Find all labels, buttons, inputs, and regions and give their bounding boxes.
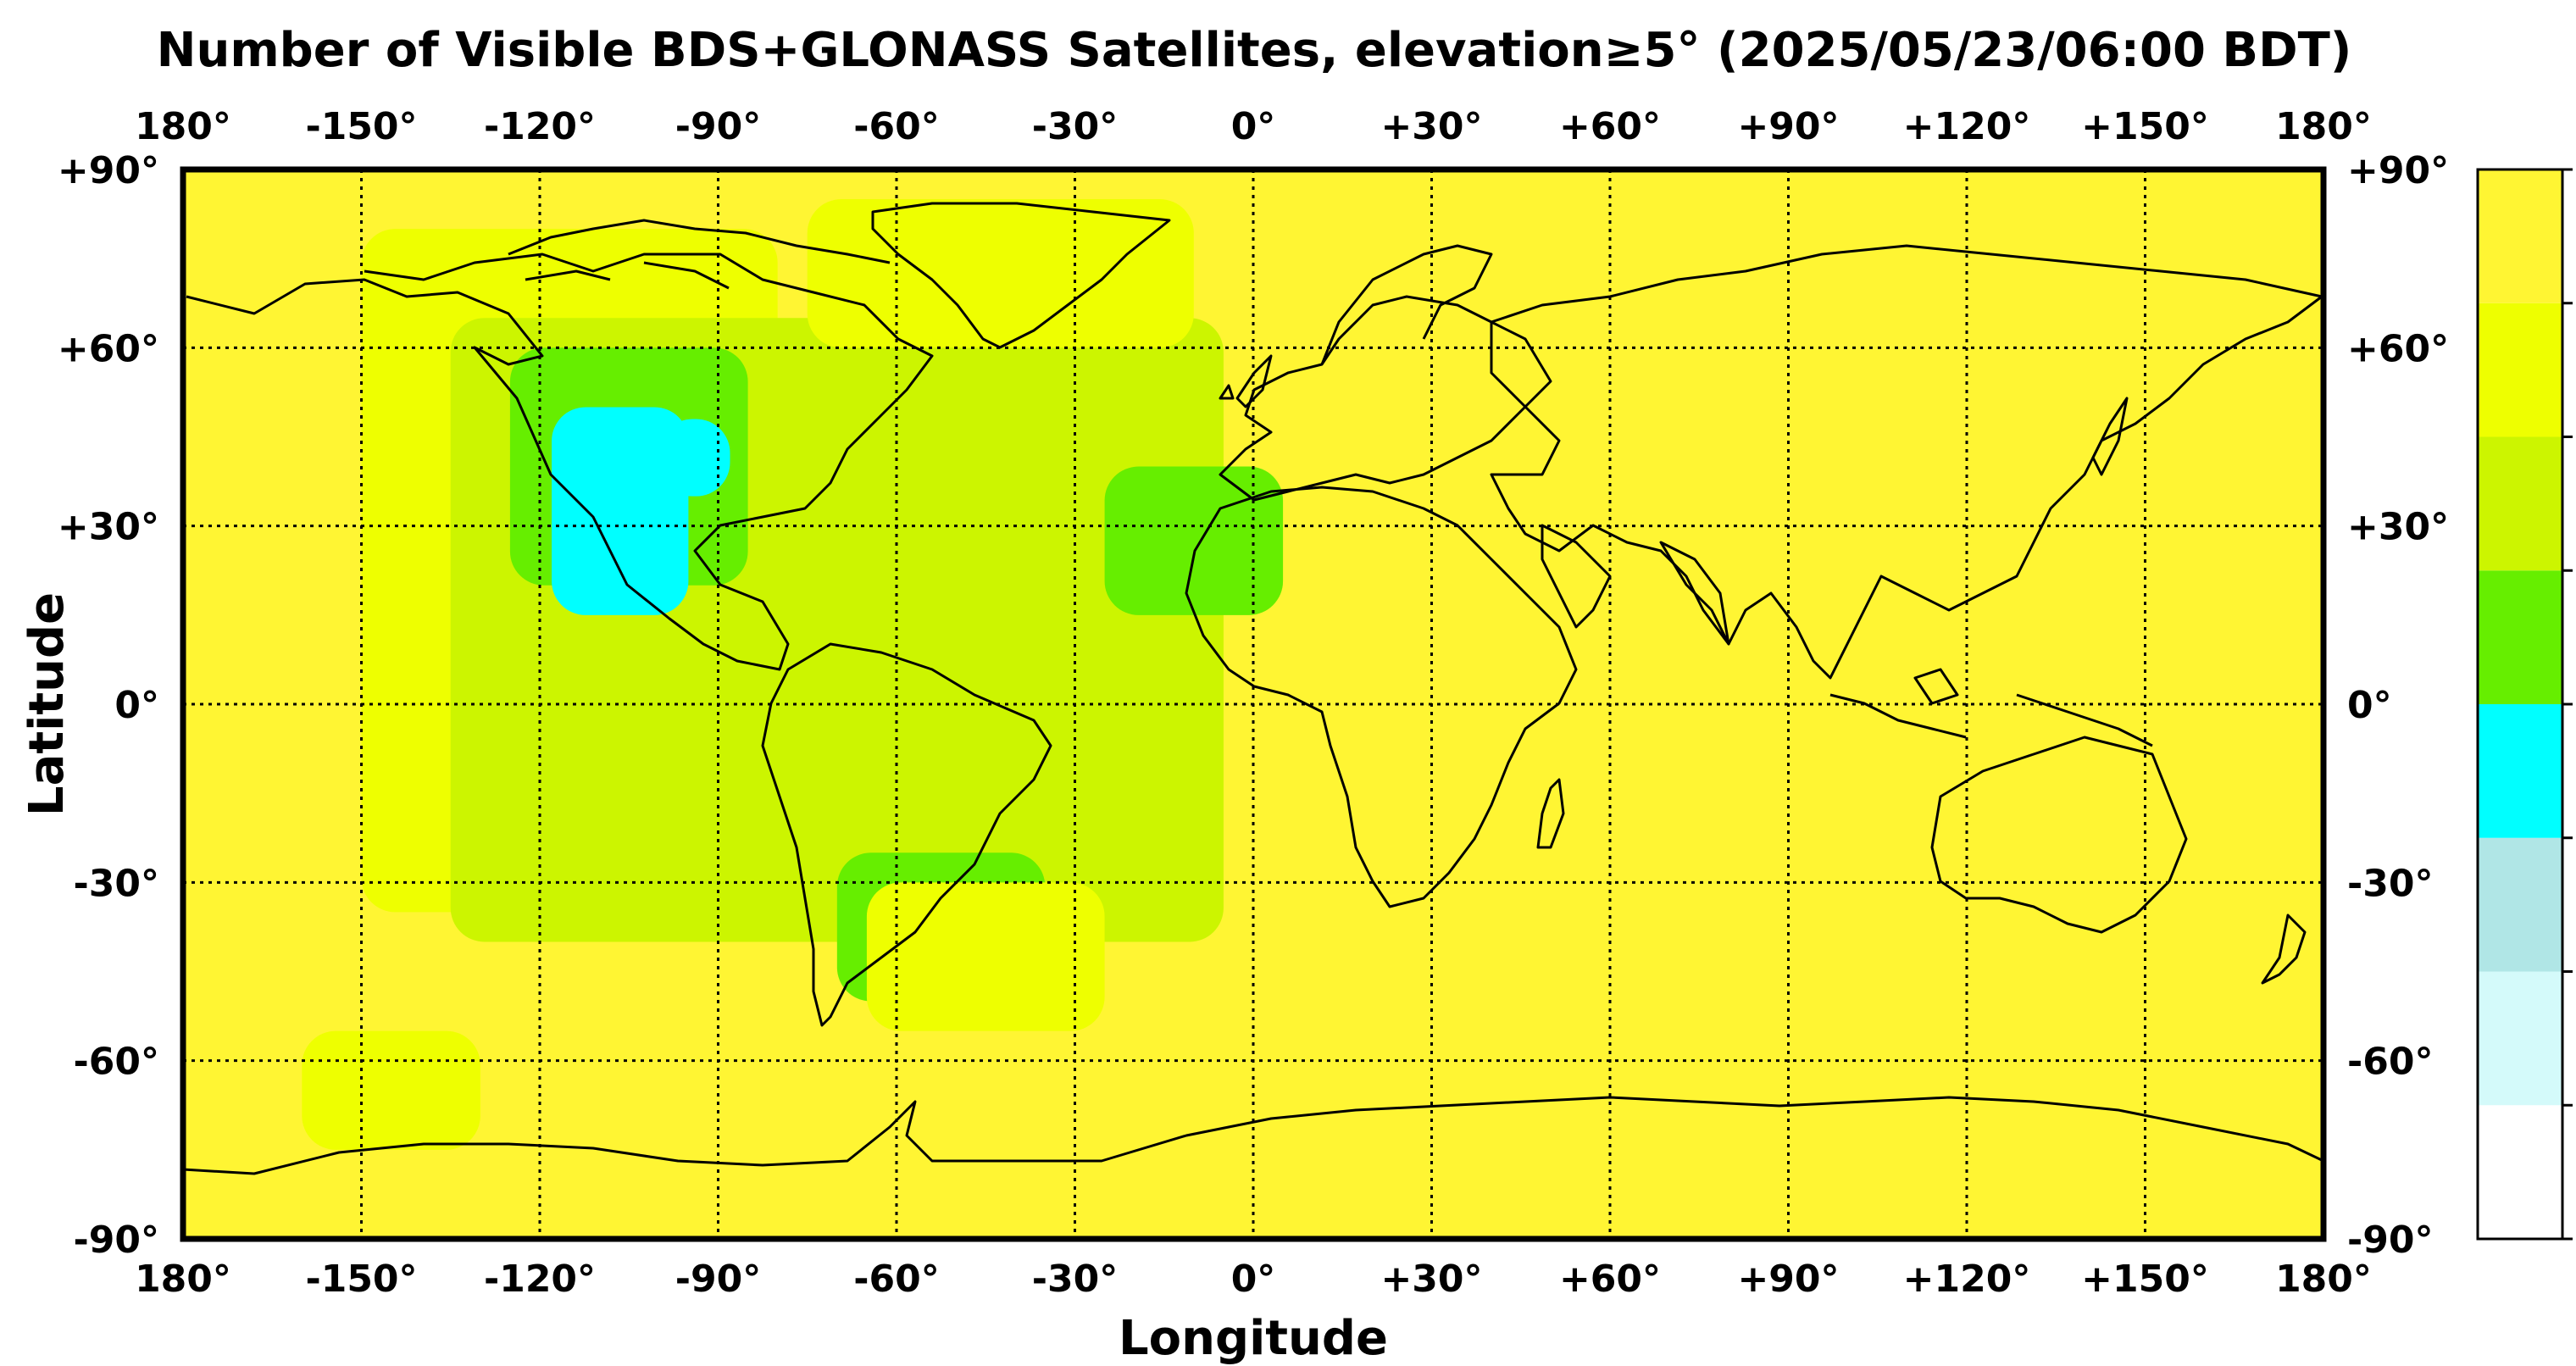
lat-tick-label: -60° xyxy=(74,1041,160,1084)
colorbar-bins xyxy=(2478,169,2562,1239)
lat-tick-label: +90° xyxy=(58,149,159,192)
latitude-ticks-right: +90° +60° +30° 0° -30° -60° -90° xyxy=(2347,149,2449,1262)
lat-tick-label: +90° xyxy=(2347,149,2449,192)
y-axis-label: Latitude xyxy=(19,592,75,816)
coastline-britain xyxy=(1219,354,1273,408)
graticule xyxy=(183,169,2323,1239)
lon-tick-label: +90° xyxy=(1737,1258,1839,1301)
lon-tick-label: -120° xyxy=(484,105,596,148)
colorbar-bin xyxy=(2478,1105,2562,1239)
map-frame xyxy=(180,166,2327,1242)
lat-tick-label: +60° xyxy=(58,327,159,370)
field-region xyxy=(658,419,730,497)
lon-tick-label: -60° xyxy=(853,1258,940,1301)
lon-tick-label: -90° xyxy=(675,1258,762,1301)
chart-title: Number of Visible BDS+GLONASS Satellites… xyxy=(157,23,2352,78)
colorbar-bin xyxy=(2478,971,2562,1106)
coastline-madagascar xyxy=(1536,778,1565,849)
lon-tick-label: 0° xyxy=(1231,1258,1276,1301)
satellite-count-field xyxy=(302,199,1284,1150)
lon-tick-label: -30° xyxy=(1032,105,1119,148)
lat-tick-label: -30° xyxy=(2347,862,2434,905)
coastline-arabia xyxy=(1541,524,1612,629)
colorbar: 1614121086420 xyxy=(2476,168,2573,1241)
colorbar-bin xyxy=(2478,837,2562,972)
coastline-scandinavia xyxy=(1320,244,1493,365)
lat-tick-label: 0° xyxy=(2347,684,2392,727)
lon-tick-label: -150° xyxy=(305,1258,417,1301)
colorbar-bin xyxy=(2478,303,2562,437)
lon-tick-label: +150° xyxy=(2081,1258,2209,1301)
lon-tick-label: -30° xyxy=(1032,1258,1119,1301)
lon-tick-label: +60° xyxy=(1559,1258,1661,1301)
lat-tick-label: -90° xyxy=(2347,1219,2434,1262)
coastline-antarctica xyxy=(182,1096,2324,1175)
field-region xyxy=(807,199,1194,348)
coastline-australia xyxy=(1930,736,2188,934)
lon-tick-label: 180° xyxy=(135,105,231,148)
field-region xyxy=(302,1030,480,1150)
longitude-ticks-top: 180° -150° -120° -90° -60° -30° 0° +30° +60° +90°… xyxy=(135,105,2372,148)
coastline-japan xyxy=(2091,397,2129,476)
coastline-india xyxy=(1659,541,1730,646)
x-axis-label: Longitude xyxy=(1119,1311,1388,1366)
lon-tick-label: +90° xyxy=(1737,105,1839,148)
lon-tick-label: +30° xyxy=(1380,1258,1482,1301)
lat-tick-label: +30° xyxy=(2347,506,2449,549)
longitude-ticks-bottom: 180° -150° -120° -90° -60° -30° 0° +30° +60° +90°… xyxy=(135,1258,2372,1301)
colorbar-bin xyxy=(2478,436,2562,571)
coastline-south-america xyxy=(761,642,1052,1027)
lon-tick-label: +120° xyxy=(1903,1258,2031,1301)
lon-tick-label: -90° xyxy=(675,105,762,148)
field-region xyxy=(552,407,689,615)
colorbar-ticks: 1614121086420 xyxy=(2562,168,2573,1241)
field-region xyxy=(1104,466,1284,615)
lon-tick-label: -60° xyxy=(853,105,940,148)
lon-tick-label: +60° xyxy=(1559,105,1661,148)
coastline-new-zealand xyxy=(2261,913,2307,985)
lat-tick-label: -30° xyxy=(74,862,160,905)
lon-tick-label: 0° xyxy=(1231,105,1276,148)
colorbar-bin xyxy=(2478,169,2562,303)
coastline-africa xyxy=(1185,486,1578,908)
lon-tick-label: -150° xyxy=(305,105,417,148)
lon-tick-label: 180° xyxy=(2275,1258,2372,1301)
field-region xyxy=(866,882,1105,1031)
lon-tick-label: +30° xyxy=(1380,105,1482,148)
lat-tick-label: -60° xyxy=(2347,1041,2434,1084)
lon-tick-label: 180° xyxy=(135,1258,231,1301)
coastline-greenland xyxy=(871,202,1171,349)
lon-tick-label: +120° xyxy=(1903,105,2031,148)
lon-tick-label: 180° xyxy=(2275,105,2372,148)
colorbar-bin xyxy=(2478,704,2562,838)
latitude-ticks-left: +90° +60° +30° 0° -30° -60° -90° xyxy=(58,149,159,1262)
coastline-asia xyxy=(1490,244,2323,680)
coastline-north-america xyxy=(186,253,934,671)
map-plot-area xyxy=(180,166,2327,1242)
lat-tick-label: 0° xyxy=(114,684,159,727)
lon-tick-label: -120° xyxy=(484,1258,596,1301)
lon-tick-label: +150° xyxy=(2081,105,2209,148)
lat-tick-label: -90° xyxy=(74,1219,160,1262)
lat-tick-label: +30° xyxy=(58,506,159,549)
lat-tick-label: +60° xyxy=(2347,327,2449,370)
colorbar-bin xyxy=(2478,570,2562,704)
